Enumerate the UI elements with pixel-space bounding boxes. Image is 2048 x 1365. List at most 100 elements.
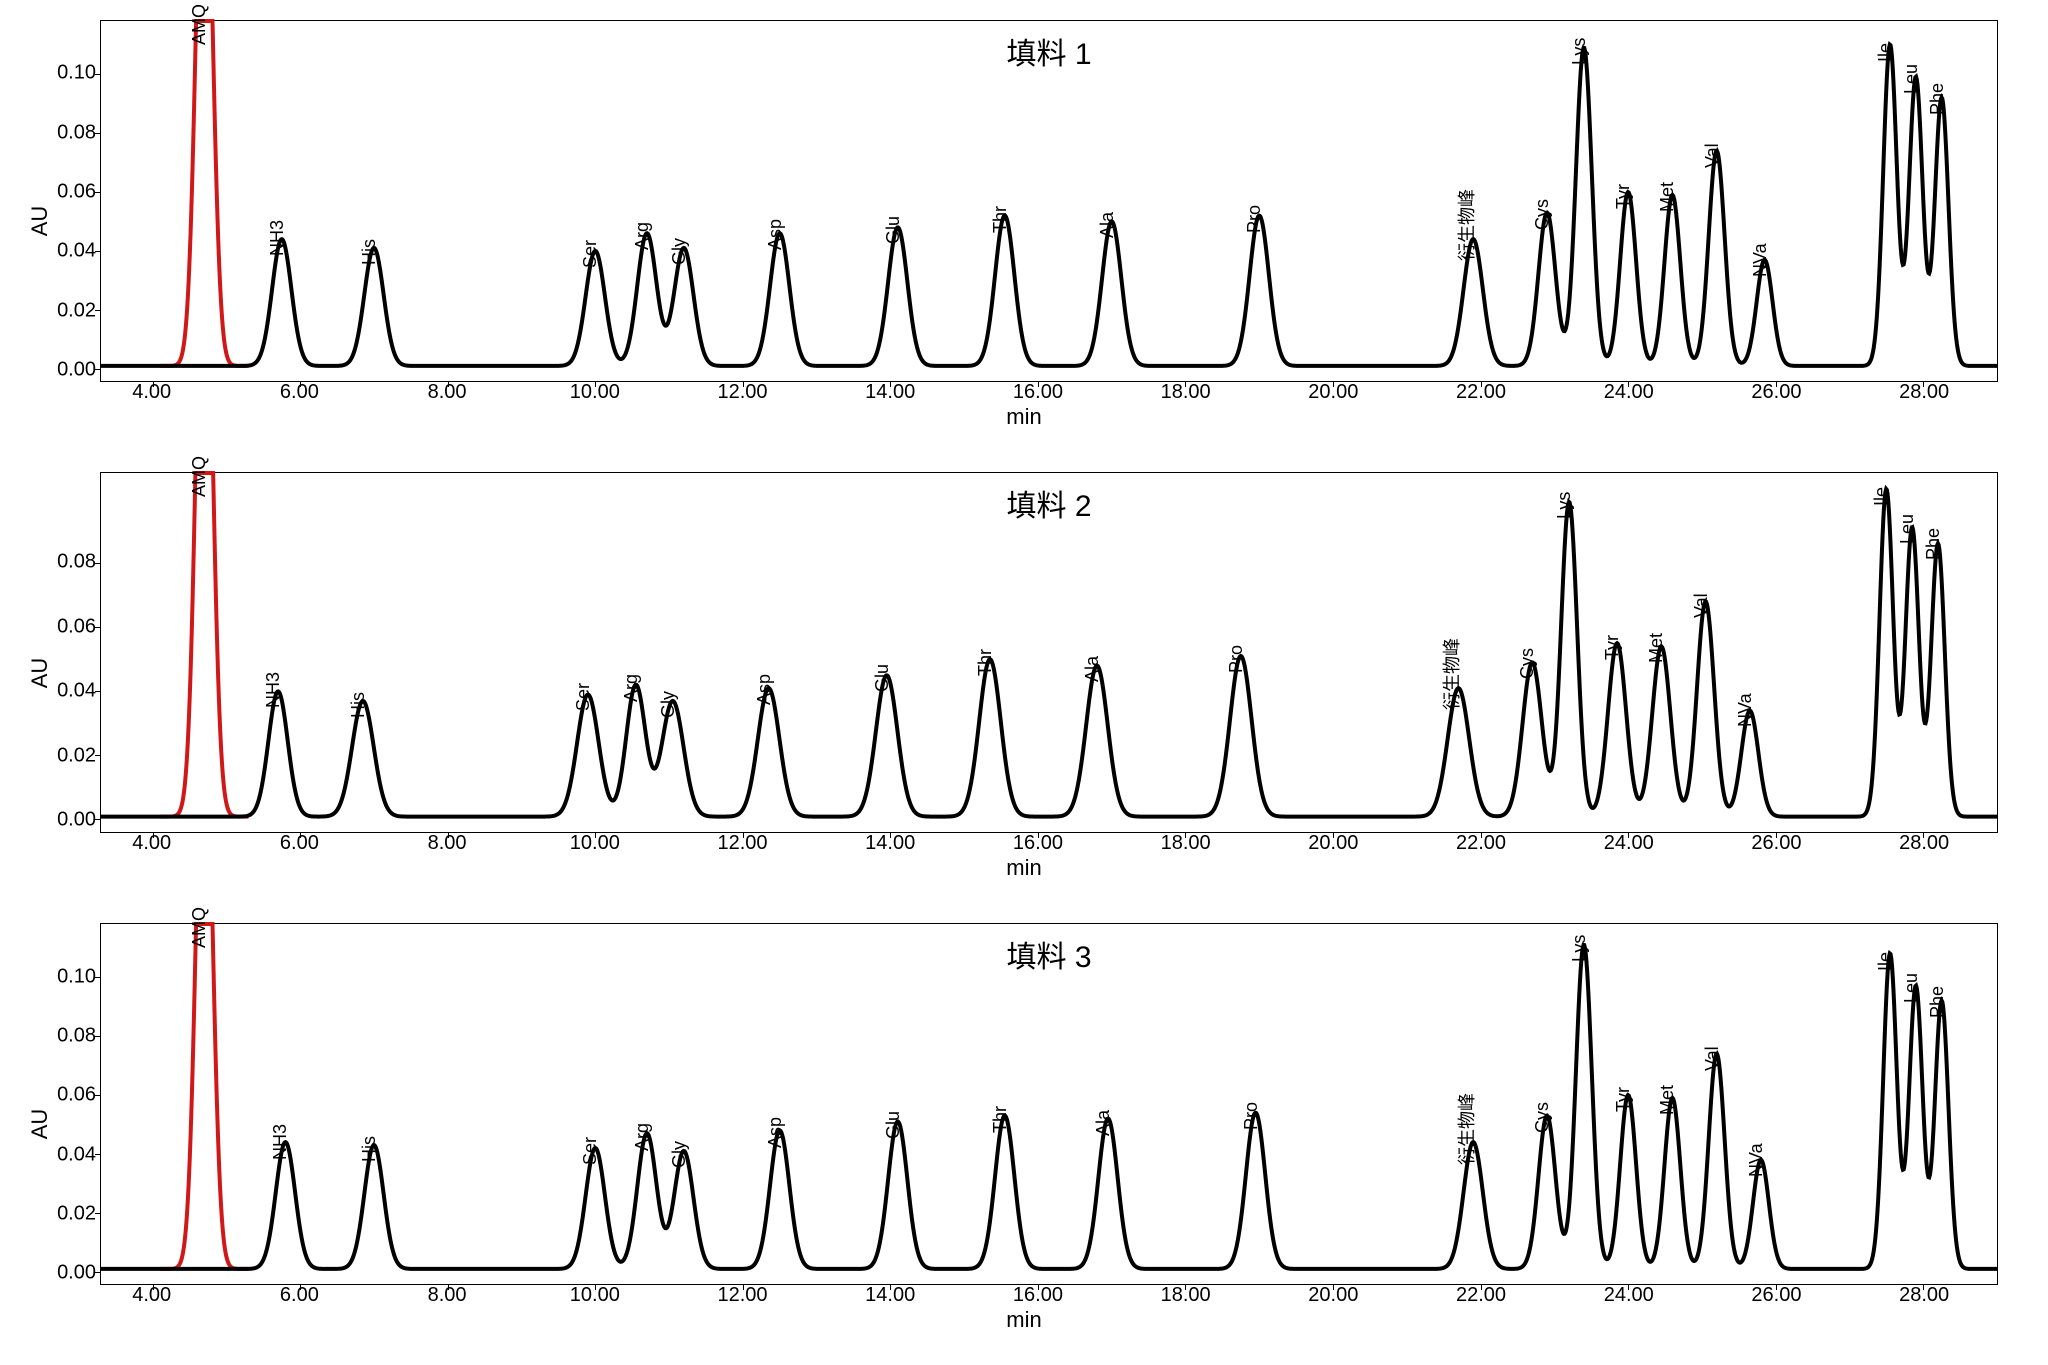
peak-label: Leu [1901, 64, 1922, 94]
peak-label: Thr [990, 206, 1011, 233]
peak-label: Lys [1569, 37, 1590, 64]
peak-label: Lys [1569, 935, 1590, 962]
y-tick-label: 0.08 [57, 121, 96, 144]
x-tick-label: 4.00 [132, 381, 171, 404]
peak-label: Tyr [1613, 184, 1634, 209]
peak-label: 衍生物峰 [1453, 1093, 1479, 1165]
peak-label: Val [1702, 143, 1723, 168]
peak-label: Leu [1901, 973, 1922, 1003]
x-tick-label: 28.00 [1899, 381, 1949, 404]
x-tick-label: 16.00 [1013, 832, 1063, 855]
x-tick-label: 4.00 [132, 832, 171, 855]
peak-label: Lys [1554, 491, 1575, 518]
peak-label: NVa [1735, 694, 1756, 728]
x-tick-label: 8.00 [428, 1284, 467, 1307]
x-tick-label: 22.00 [1456, 381, 1506, 404]
y-tick-label: 0.04 [57, 1143, 96, 1166]
peak-label: Val [1691, 593, 1712, 618]
x-tick-label: 28.00 [1899, 1284, 1949, 1307]
x-axis-label: min [1006, 1307, 1041, 1333]
panel-title: 填料 1 [1006, 29, 1091, 73]
peak-label: Ala [1082, 656, 1103, 682]
panel-3: AU 填料 3 AMQNH3HisSerArgGlyAspGluThrAlaPr… [30, 913, 2018, 1335]
panel-title: 填料 2 [1006, 481, 1091, 525]
x-tick-label: 18.00 [1161, 381, 1211, 404]
peak-label: Thr [990, 1106, 1011, 1133]
peak-label: Pro [1241, 1102, 1262, 1130]
peak-label: Tyr [1613, 1087, 1634, 1112]
x-tick-label: 22.00 [1456, 1284, 1506, 1307]
peak-label: Val [1702, 1046, 1723, 1071]
y-tick-label: 0.00 [57, 1262, 96, 1285]
peak-label: Cys [1532, 1102, 1553, 1133]
y-tick-label: 0.06 [57, 1084, 96, 1107]
x-axis-label: min [1006, 855, 1041, 881]
x-tick-label: 14.00 [865, 1284, 915, 1307]
y-axis-label: AU [27, 657, 53, 688]
x-tick-label: 8.00 [428, 832, 467, 855]
peak-label: His [359, 239, 380, 265]
peak-label: 衍生物峰 [1438, 638, 1464, 710]
x-tick-label: 20.00 [1308, 381, 1358, 404]
x-tick-label: 12.00 [717, 832, 767, 855]
peak-label: AMQ [189, 456, 210, 497]
peak-label: Gly [658, 691, 679, 718]
peak-label: Gly [669, 238, 690, 265]
x-tick-label: 10.00 [570, 1284, 620, 1307]
x-tick-label: 14.00 [865, 832, 915, 855]
peak-label: His [359, 1136, 380, 1162]
peak-label: Glu [872, 664, 893, 692]
peak-label: Asp [765, 1117, 786, 1148]
x-tick-label: 22.00 [1456, 832, 1506, 855]
peak-label: Tyr [1602, 635, 1623, 660]
x-tick-label: 8.00 [428, 381, 467, 404]
peak-label: AMQ [189, 4, 210, 45]
peak-label: Glu [883, 1111, 904, 1139]
x-tick-label: 24.00 [1604, 1284, 1654, 1307]
peak-label: Phe [1927, 83, 1948, 115]
x-tick-label: 26.00 [1751, 381, 1801, 404]
peak-label: AMQ [189, 907, 210, 948]
peak-label: Asp [754, 674, 775, 705]
x-tick-label: 20.00 [1308, 1284, 1358, 1307]
peak-label: Pro [1226, 645, 1247, 673]
peak-label: Asp [765, 219, 786, 250]
y-tick-label: 0.04 [57, 680, 96, 703]
plot-area-1: 填料 1 AMQNH3HisSerArgGlyAspGluThrAlaPro衍生… [100, 20, 1998, 382]
y-tick-label: 0.08 [57, 551, 96, 574]
panel-1: AU 填料 1 AMQNH3HisSerArgGlyAspGluThrAlaPr… [30, 10, 2018, 432]
x-tick-label: 12.00 [717, 1284, 767, 1307]
peak-label: Ile [1875, 43, 1896, 62]
x-axis-label: min [1006, 404, 1041, 430]
peak-label: NH3 [267, 220, 288, 256]
x-tick-label: 12.00 [717, 381, 767, 404]
y-tick-label: 0.04 [57, 240, 96, 263]
figure: AU 填料 1 AMQ NH3 His Ser Arg Gly Asp Glu Thr Ala Pr… [0, 0, 2048, 1365]
peak-label: Gly [669, 1141, 690, 1168]
peak-label: Ser [580, 240, 601, 268]
x-tick-label: 16.00 [1013, 381, 1063, 404]
x-tick-label: 24.00 [1604, 832, 1654, 855]
peak-label: NVa [1750, 243, 1771, 277]
y-tick-label: 0.10 [57, 62, 96, 85]
x-tick-label: 6.00 [280, 1284, 319, 1307]
peak-label: NH3 [263, 672, 284, 708]
y-tick-label: 0.02 [57, 744, 96, 767]
peak-label: Pro [1244, 205, 1265, 233]
peak-label: Ile [1871, 487, 1892, 506]
x-tick-label: 26.00 [1751, 1284, 1801, 1307]
peak-label: Cys [1517, 648, 1538, 679]
y-tick-label: 0.06 [57, 615, 96, 638]
x-tick-label: 28.00 [1899, 832, 1949, 855]
x-tick-label: 20.00 [1308, 832, 1358, 855]
panel-title: 填料 3 [1006, 932, 1091, 976]
x-tick-label: 4.00 [132, 1284, 171, 1307]
peak-label: Ser [580, 1137, 601, 1165]
y-tick-label: 0.08 [57, 1024, 96, 1047]
plot-area-2: 填料 2 AMQNH3HisSerArgGlyAspGluThrAlaPro衍生… [100, 472, 1998, 834]
peak-label: Cys [1532, 199, 1553, 230]
y-tick-label: 0.10 [57, 965, 96, 988]
peak-label: Arg [632, 222, 653, 250]
peak-label: Phe [1927, 986, 1948, 1018]
y-axis-label: AU [27, 206, 53, 237]
